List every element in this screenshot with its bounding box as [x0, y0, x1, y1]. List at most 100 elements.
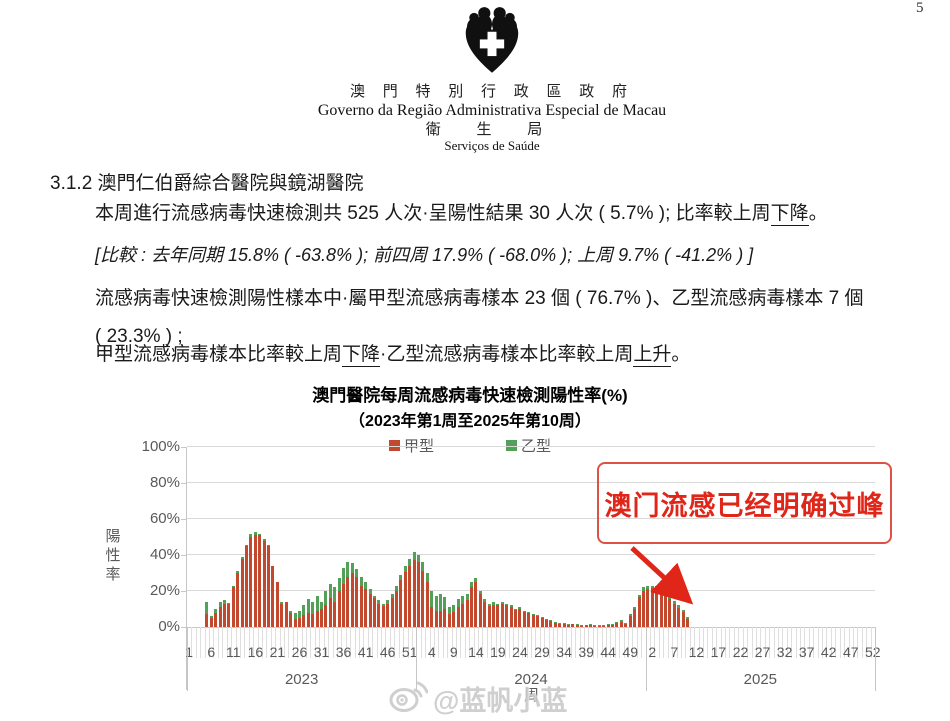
bar-segment-type-a [280, 603, 284, 627]
y-tick-label: 40% [149, 546, 180, 563]
bar-segment-type-a [584, 625, 588, 627]
bar-segment-type-b [258, 534, 262, 536]
x-tick-mark [433, 627, 435, 658]
gridline [187, 446, 875, 447]
bar-segment-type-a [492, 604, 495, 627]
y-axis-title-char: 陽 [105, 528, 121, 545]
bar-segment-type-b [589, 623, 593, 625]
bar-segment-type-a [509, 607, 513, 627]
bar-segment-type-a [650, 588, 654, 627]
x-tick-mark [539, 627, 541, 658]
bar-segment-type-a [394, 591, 398, 627]
watermark-text: @蓝帆小蓝 [433, 686, 568, 716]
bar-segment-type-a [447, 613, 451, 627]
x-tick-mark [385, 627, 387, 658]
bar-segment-type-b [337, 577, 341, 591]
x-tick-mark [755, 627, 757, 658]
x-tick-label: 46 [379, 644, 396, 660]
bar-segment-type-b [421, 562, 425, 572]
x-tick-mark [720, 627, 722, 658]
bar-segment-type-b [452, 605, 456, 612]
x-tick-mark [694, 627, 696, 658]
bar-segment-type-b [355, 568, 359, 577]
bar-segment-type-a [399, 580, 403, 627]
bar-segment-type-a [606, 624, 610, 627]
underlined-trend-word: 下降 [342, 344, 381, 367]
bar-segment-type-b [425, 573, 429, 582]
bar-segment-type-b [324, 591, 328, 606]
bar-segment-type-a [553, 622, 557, 627]
x-tick-mark [508, 627, 510, 658]
bar-segment-type-a [637, 597, 641, 627]
bar-segment-type-a [659, 589, 663, 627]
paragraph-weekly-summary: 本周進行流感病毒快速檢測共 525 人次·呈陽性結果 30 人次 ( 5.7% … [95, 198, 910, 226]
bar-segment-type-a [518, 609, 522, 627]
x-tick-label: 26 [291, 644, 308, 660]
x-tick-mark [478, 627, 480, 658]
bar-segment-type-b [686, 616, 690, 620]
bar-segment-type-b [262, 538, 266, 541]
bar-segment-type-a [417, 562, 421, 627]
bar-segment-type-b [377, 600, 381, 604]
bar-segment-type-a [465, 600, 469, 627]
x-tick-mark [751, 627, 753, 658]
x-tick-mark [381, 627, 383, 658]
x-tick-mark [663, 627, 665, 658]
x-tick-mark [473, 627, 475, 658]
x-tick-mark [491, 627, 493, 658]
x-tick-mark [583, 627, 585, 658]
year-separator [416, 627, 418, 691]
bar-segment-type-a [390, 598, 394, 627]
x-tick-mark [848, 627, 850, 658]
x-tick-mark [429, 627, 431, 658]
bar-segment-type-b [505, 603, 509, 606]
x-tick-label: 36 [335, 644, 352, 660]
x-tick-mark [623, 627, 625, 658]
bar-segment-type-a [311, 613, 315, 627]
x-tick-mark [284, 627, 286, 658]
bar-segment-type-b [227, 602, 231, 604]
x-tick-mark [531, 627, 532, 658]
x-tick-mark [310, 627, 312, 658]
bar-segment-type-b [403, 565, 407, 573]
x-tick-mark [628, 627, 630, 658]
x-tick-mark [716, 627, 718, 658]
x-tick-mark [729, 627, 731, 658]
bar-segment-type-a [403, 572, 407, 627]
x-tick-mark [235, 627, 237, 658]
bar-segment-type-a [293, 618, 297, 627]
bar-segment-type-a [218, 607, 222, 627]
bar-segment-type-a [531, 614, 535, 627]
bar-segment-type-b [443, 597, 447, 609]
bar-segment-type-a [222, 603, 226, 627]
bar-segment-type-b [461, 595, 465, 604]
section-heading: 3.1.2 澳門仁伯爵綜合醫院與鏡湖醫院 [50, 173, 364, 194]
bar-segment-type-a [633, 609, 637, 627]
x-tick-mark [680, 627, 682, 658]
y-tick-mark [181, 447, 186, 448]
x-tick-mark [614, 627, 616, 658]
bar-segment-type-a [408, 565, 412, 627]
bar-segment-type-b [333, 587, 337, 602]
bar-segment-type-b [236, 571, 240, 573]
bar-segment-type-b [474, 578, 478, 582]
x-tick-mark [341, 627, 343, 658]
x-tick-mark [191, 627, 193, 658]
paragraph-text: 甲型流感病毒樣本比率較上周 [95, 344, 343, 365]
bar-segment-type-a [522, 611, 526, 627]
bar-segment-type-b [469, 582, 473, 588]
bar-segment-type-a [514, 609, 518, 627]
x-tick-mark [813, 627, 815, 658]
x-tick-mark [835, 627, 837, 658]
x-tick-mark [597, 627, 599, 658]
bar-segment-type-a [474, 582, 478, 627]
bar-segment-type-b [434, 595, 438, 611]
bar-segment-type-a [342, 583, 346, 627]
x-tick-mark [354, 627, 356, 658]
x-tick-mark [619, 627, 621, 658]
x-tick-label: 41 [357, 644, 374, 660]
x-tick-label: 12 [688, 644, 705, 660]
x-tick-mark [279, 627, 281, 658]
x-tick-mark [345, 627, 347, 658]
bar-segment-type-b [359, 576, 363, 586]
